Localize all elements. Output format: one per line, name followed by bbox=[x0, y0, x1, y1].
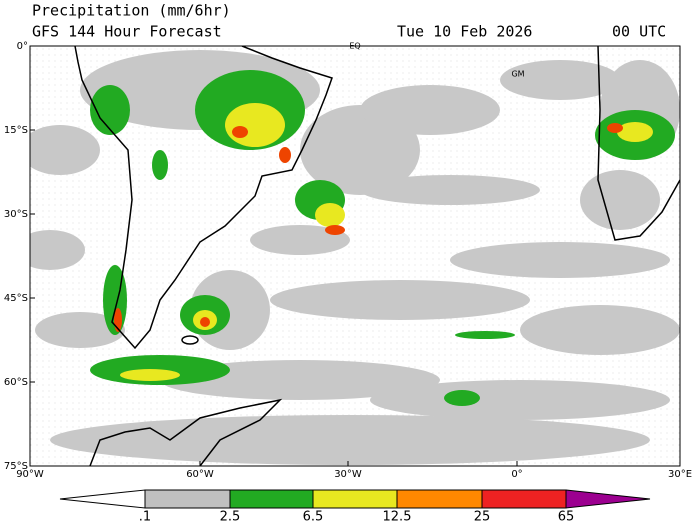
very-heavy-precip bbox=[114, 123, 623, 332]
subtitle: GFS 144 Hour Forecast bbox=[32, 23, 222, 41]
lon-label: 30°W bbox=[334, 469, 362, 480]
lat-label: 60°S bbox=[4, 377, 28, 388]
lon-label: 60°W bbox=[186, 469, 214, 480]
lat-label: 75°S bbox=[4, 461, 28, 472]
lat-label: 30°S bbox=[4, 209, 28, 220]
colorbar-label: .1 bbox=[139, 510, 151, 525]
lon-label: 0° bbox=[511, 469, 522, 480]
south-america-coast bbox=[74, 46, 333, 350]
date: Tue 10 Feb 2026 bbox=[397, 23, 532, 41]
colorbar-label: 12.5 bbox=[383, 510, 412, 525]
falklands bbox=[181, 335, 199, 345]
map-frame bbox=[29, 45, 681, 467]
time: 00 UTC bbox=[612, 23, 666, 41]
lon-label: 90°W bbox=[16, 469, 44, 480]
map-marker: EQ bbox=[349, 42, 360, 51]
lat-label: 0° bbox=[17, 41, 28, 52]
lat-label: 45°S bbox=[4, 293, 28, 304]
africa-coast bbox=[597, 46, 680, 241]
map-marker: GM bbox=[511, 70, 524, 79]
map-field bbox=[30, 46, 680, 466]
lon-label: 30°E bbox=[668, 469, 692, 480]
colorbar bbox=[59, 489, 651, 509]
title: Precipitation (mm/6hr) bbox=[32, 2, 231, 20]
colorbar-label: 2.5 bbox=[220, 510, 241, 525]
colorbar-label: 65 bbox=[558, 510, 575, 525]
colorbar-label: 6.5 bbox=[303, 510, 324, 525]
colorbar-label: 25 bbox=[474, 510, 491, 525]
antarctica-coast bbox=[89, 398, 283, 466]
lat-label: 15°S bbox=[4, 125, 28, 136]
